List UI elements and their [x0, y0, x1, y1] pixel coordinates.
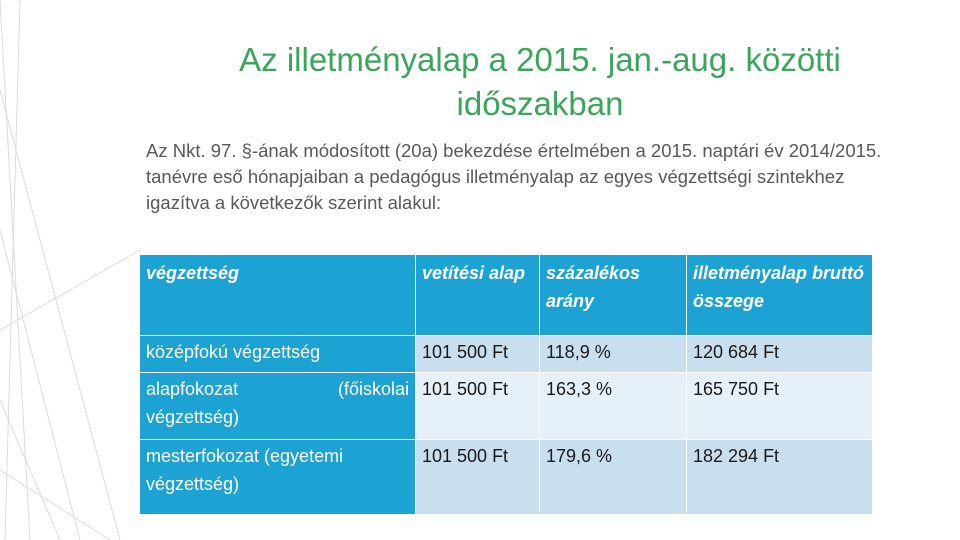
row-label: alapfokozat (főiskolai végzettség)	[139, 372, 416, 440]
header-amount: illetményalap bruttó összege	[686, 254, 873, 336]
header-percent: százalékos arány	[539, 254, 687, 336]
table-row: mesterfokozat (egyetemi végzettség) 101 …	[139, 439, 873, 515]
table-row: alapfokozat (főiskolai végzettség) 101 5…	[139, 372, 873, 440]
row-percent: 118,9 %	[539, 335, 687, 373]
row-amount: 165 750 Ft	[686, 372, 873, 440]
row-base: 101 500 Ft	[415, 335, 540, 373]
row-percent: 163,3 %	[539, 372, 687, 440]
header-education: végzettség	[139, 254, 416, 336]
row-amount: 120 684 Ft	[686, 335, 873, 373]
table-row: középfokú végzettség 101 500 Ft 118,9 % …	[139, 335, 873, 373]
row-amount: 182 294 Ft	[686, 439, 873, 515]
table-header-row: végzettség vetítési alap százalékos arán…	[139, 254, 873, 336]
salary-table: végzettség vetítési alap százalékos arán…	[139, 254, 873, 515]
intro-paragraph: Az Nkt. 97. §-ának módosított (20a) beke…	[146, 140, 882, 213]
row-label-text: alapfokozat (főiskolai végzettség)	[146, 379, 409, 427]
header-base: vetítési alap	[415, 254, 540, 336]
slide-title-line2: időszakban	[456, 85, 624, 122]
row-percent: 179,6 %	[539, 439, 687, 515]
slide-title-line1: Az illetményalap a 2015. jan.-aug. közöt…	[239, 41, 841, 78]
row-label: középfokú végzettség	[139, 335, 416, 373]
decorative-lines	[0, 0, 140, 540]
row-label: mesterfokozat (egyetemi végzettség)	[139, 439, 416, 515]
row-base: 101 500 Ft	[415, 439, 540, 515]
row-base: 101 500 Ft	[415, 372, 540, 440]
slide-title: Az illetményalap a 2015. jan.-aug. közöt…	[140, 38, 940, 126]
